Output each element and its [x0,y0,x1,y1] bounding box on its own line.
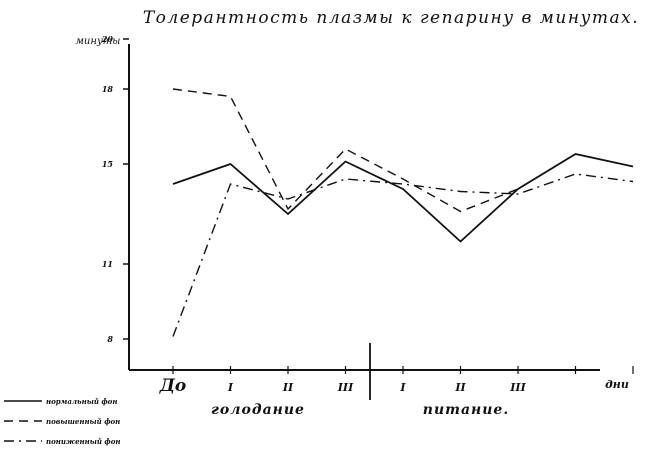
y-tick-label: 20 [101,34,114,44]
y-ticks: 20 18 15 11 8 [101,34,129,344]
x-tick-label: II [454,381,466,394]
x-tick-label: До [159,376,186,396]
group-label-fasting: голодание [211,402,305,418]
chart-title: Толерантность плазмы к гепарину в минута… [143,8,639,28]
y-tick-label: 11 [102,259,113,269]
legend-label: нормальный фон [46,397,117,406]
legend: нормальный фон повышенный фон пониженный ф… [4,397,120,446]
x-tick-label: II [282,381,294,394]
x-tick-label: I [399,381,406,394]
y-axis-label: минуты [76,36,121,47]
x-tick-label: III [509,381,526,394]
x-tick-label: III [337,381,354,394]
series-line-3 [172,173,634,337]
y-tick-label: 8 [107,334,113,344]
series-layer [172,88,634,337]
legend-label: пониженный фон [46,437,120,446]
y-tick-label: 18 [102,84,114,94]
legend-label: повышенный фон [46,417,120,426]
series-line-1 [172,153,634,243]
x-axis-label: дни [605,378,629,391]
x-tick-label: I [227,381,234,394]
y-tick-label: 15 [102,159,114,169]
x-ticks: До I II III I II III [159,366,634,396]
group-label-feeding: питание. [423,402,509,418]
series-line-2 [172,88,576,213]
